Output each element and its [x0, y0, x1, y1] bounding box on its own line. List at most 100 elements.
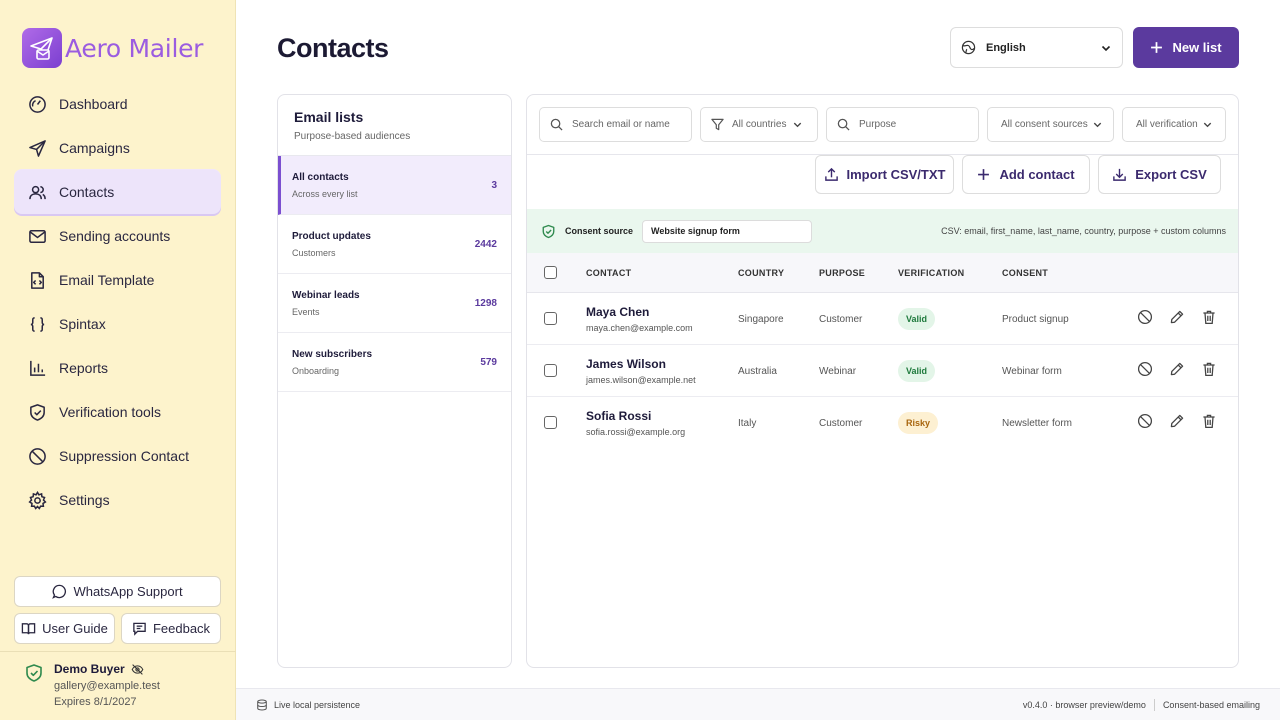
whatsapp-label: WhatsApp Support — [73, 584, 183, 599]
nav-item-dashboard[interactable]: Dashboard — [14, 82, 221, 126]
search-input[interactable]: Search email or name — [539, 107, 692, 142]
globe-icon — [961, 40, 976, 55]
contact-name: James Wilson — [586, 357, 666, 371]
list-name: Product updates — [292, 230, 371, 242]
column-header-verification[interactable]: VERIFICATION — [898, 268, 965, 278]
dashboard-icon — [27, 94, 47, 114]
eye-off-icon[interactable] — [131, 663, 144, 676]
search-icon — [550, 118, 563, 131]
new-list-button[interactable]: New list — [1133, 27, 1239, 68]
purpose-placeholder: Purpose — [859, 119, 897, 130]
user-card: Demo Buyer gallery@example.test Expires … — [24, 662, 160, 708]
chat-bubble-icon — [52, 584, 67, 599]
list-count: 3 — [491, 179, 497, 191]
chevron-down-icon — [1203, 122, 1211, 128]
consent-source-filter[interactable]: All consent sources — [987, 107, 1114, 142]
row-checkbox[interactable] — [544, 416, 557, 429]
row-checkbox[interactable] — [544, 364, 557, 377]
app-logo[interactable]: Aero Mailer — [22, 28, 203, 68]
contact-consent: Newsletter form — [1002, 418, 1073, 429]
download-icon — [1113, 168, 1127, 181]
edit-icon[interactable] — [1169, 361, 1187, 379]
column-header-contact[interactable]: CONTACT — [586, 268, 632, 278]
app-name: Aero Mailer — [65, 33, 204, 63]
add-contact-button[interactable]: Add contact — [962, 155, 1090, 194]
list-item-product-updates[interactable]: Product updates Customers 2442 — [278, 215, 511, 274]
list-item-new-subscribers[interactable]: New subscribers Onboarding 579 — [278, 333, 511, 392]
list-name: All contacts — [292, 171, 349, 183]
consent-source-input[interactable]: Website signup form — [642, 219, 813, 243]
export-csv-button[interactable]: Export CSV — [1098, 155, 1221, 194]
delete-icon[interactable] — [1201, 361, 1219, 379]
chevron-down-icon — [1093, 122, 1101, 128]
nav-item-verification-tools[interactable]: Verification tools — [14, 390, 221, 434]
nav-item-reports[interactable]: Reports — [14, 346, 221, 390]
nav-label: Dashboard — [59, 96, 128, 112]
message-square-icon — [133, 622, 146, 636]
list-item-webinar-leads[interactable]: Webinar leads Events 1298 — [278, 274, 511, 333]
page-title: Contacts — [277, 33, 389, 63]
import-csv-button[interactable]: Import CSV/TXT — [815, 155, 954, 194]
select-all-checkbox[interactable] — [544, 266, 557, 279]
list-item-all-contacts[interactable]: All contacts Across every list 3 — [278, 156, 511, 215]
country-filter[interactable]: All countries — [700, 107, 818, 142]
purpose-input[interactable]: Purpose — [826, 107, 979, 142]
nav-item-campaigns[interactable]: Campaigns — [14, 126, 221, 170]
table-row[interactable]: James Wilson james.wilson@example.net Au… — [527, 345, 1238, 397]
shield-check-icon — [27, 402, 47, 422]
table-row[interactable]: Sofia Rossi sofia.rossi@example.org Ital… — [527, 397, 1238, 449]
export-label: Export CSV — [1135, 167, 1207, 182]
suppress-icon[interactable] — [1137, 361, 1155, 379]
language-select[interactable]: English — [950, 27, 1123, 68]
consent-source-label: Consent source — [565, 226, 634, 236]
divider — [1153, 699, 1155, 711]
version-label: v0.4.0 · browser preview/demo — [1022, 700, 1146, 710]
suppress-icon[interactable] — [1137, 309, 1155, 327]
nav-item-spintax[interactable]: Spintax — [14, 302, 221, 346]
logo-mark-icon — [22, 28, 62, 68]
nav-item-suppression-contact[interactable]: Suppression Contact — [14, 434, 221, 478]
status-badge: Valid — [898, 308, 936, 330]
whatsapp-support-button[interactable]: WhatsApp Support — [14, 576, 221, 607]
edit-icon[interactable] — [1169, 413, 1187, 431]
table-row[interactable]: Maya Chen maya.chen@example.com Singapor… — [527, 293, 1238, 345]
book-icon — [21, 623, 36, 635]
shield-check-icon — [542, 224, 555, 238]
file-code-icon — [27, 270, 47, 290]
user-guide-button[interactable]: User Guide — [14, 613, 115, 644]
nav-item-email-template[interactable]: Email Template — [14, 258, 221, 302]
mail-icon — [27, 226, 47, 246]
language-value: English — [986, 41, 1026, 54]
feedback-button[interactable]: Feedback — [121, 613, 221, 644]
nav-item-settings[interactable]: Settings — [14, 478, 221, 522]
nav-label: Verification tools — [59, 404, 161, 420]
delete-icon[interactable] — [1201, 413, 1219, 431]
ban-icon — [27, 446, 47, 466]
row-checkbox[interactable] — [544, 312, 557, 325]
nav-item-contacts[interactable]: Contacts — [14, 170, 221, 214]
gear-icon — [27, 490, 47, 510]
column-header-consent[interactable]: CONSENT — [1002, 268, 1049, 278]
users-icon — [27, 182, 47, 202]
edit-icon[interactable] — [1169, 309, 1187, 327]
suppress-icon[interactable] — [1137, 413, 1155, 431]
plus-icon — [978, 169, 990, 180]
list-desc: Events — [292, 306, 320, 317]
nav-item-sending-accounts[interactable]: Sending accounts — [14, 214, 221, 258]
contacts-panel: Search email or name All countries Purpo… — [526, 94, 1239, 668]
contact-email: sofia.rossi@example.org — [586, 427, 686, 437]
nav-label: Spintax — [59, 316, 106, 332]
contact-purpose: Customer — [819, 418, 863, 429]
contact-country: Singapore — [738, 314, 784, 325]
column-header-purpose[interactable]: PURPOSE — [819, 268, 866, 278]
verification-filter[interactable]: All verification — [1122, 107, 1226, 142]
contact-country: Australia — [738, 366, 777, 377]
contact-consent: Webinar form — [1002, 366, 1062, 377]
status-badge: Risky — [898, 412, 939, 434]
column-header-country[interactable]: COUNTRY — [738, 268, 785, 278]
contact-purpose: Customer — [819, 314, 863, 325]
verified-user-icon — [24, 663, 44, 708]
delete-icon[interactable] — [1201, 309, 1219, 327]
list-name: New subscribers — [292, 348, 373, 360]
search-placeholder: Search email or name — [572, 119, 670, 130]
